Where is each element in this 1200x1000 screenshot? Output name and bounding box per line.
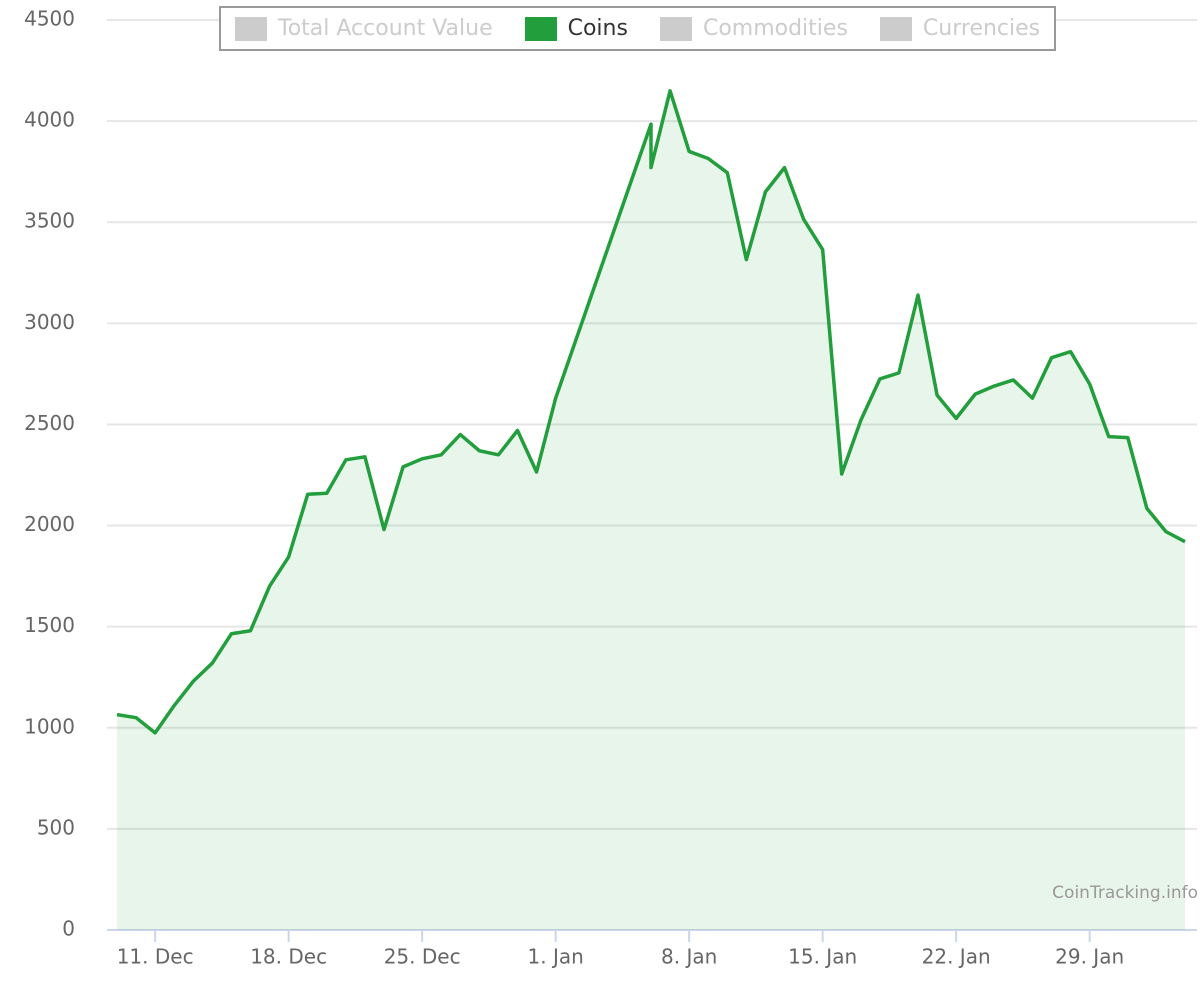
y-tick-label: 3500 — [24, 209, 75, 233]
y-tick-label: 4500 — [24, 7, 75, 31]
x-tick-label: 11. Dec — [117, 945, 194, 969]
y-tick-label: 1000 — [24, 714, 75, 738]
y-tick-label: 2500 — [24, 411, 75, 435]
x-tick-label: 15. Jan — [788, 945, 857, 969]
legend: Total Account Value Coins Commodities Curre… — [219, 6, 1057, 51]
area-fill — [117, 90, 1185, 931]
legend-label: Coins — [567, 16, 628, 41]
legend-label: Total Account Value — [278, 16, 493, 41]
credit: CoinTracking.info — [1052, 883, 1198, 903]
legend-label: Commodities — [702, 16, 848, 41]
legend-item[interactable]: Coins — [524, 16, 628, 41]
y-tick-label: 1500 — [24, 613, 75, 637]
legend-swatch — [235, 16, 267, 41]
legend-item[interactable]: Currencies — [879, 16, 1041, 41]
y-tick-label: 4000 — [24, 108, 75, 132]
x-tick-label: 25. Dec — [384, 945, 461, 969]
series-line — [116, 89, 1186, 735]
x-tick-label: 22. Jan — [922, 945, 991, 969]
x-tick-label: 29. Jan — [1055, 945, 1124, 969]
legend-item[interactable]: Commodities — [659, 16, 848, 41]
y-tick-label: 500 — [37, 815, 75, 839]
x-tick-label: 1. Jan — [528, 945, 584, 969]
y-tick-label: 3000 — [24, 310, 75, 334]
y-tick-label: 2000 — [24, 512, 75, 536]
legend-swatch — [879, 16, 912, 41]
legend-swatch — [524, 16, 557, 41]
x-tick-label: 18. Dec — [250, 945, 327, 969]
legend-label: Currencies — [922, 16, 1041, 41]
x-tick-label: 8. Jan — [661, 945, 717, 969]
y-tick-label: 0 — [62, 917, 75, 941]
legend-swatch — [659, 16, 692, 41]
legend-item[interactable]: Total Account Value — [235, 16, 493, 41]
